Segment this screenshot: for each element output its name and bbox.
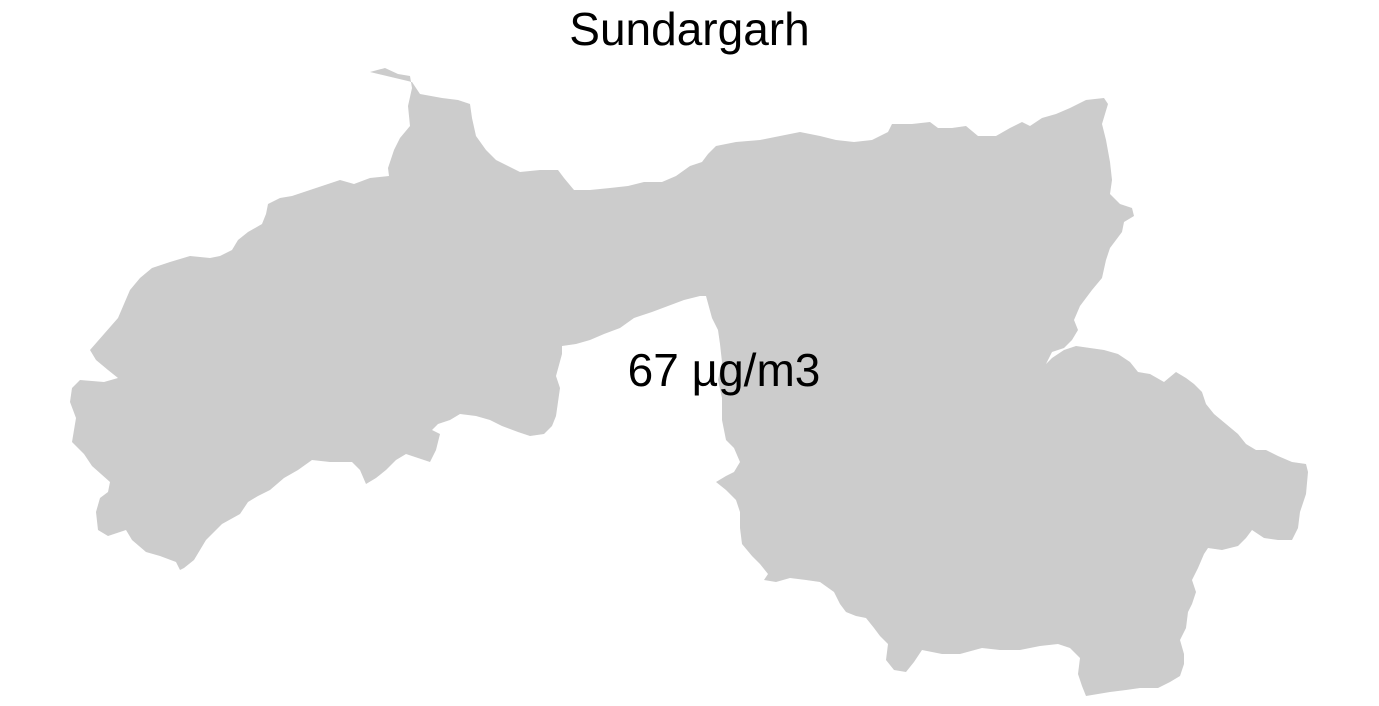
map-title: Sundargarh — [569, 3, 810, 55]
district-region-shape — [70, 68, 1308, 696]
district-value-label: 67 µg/m3 — [627, 344, 821, 396]
